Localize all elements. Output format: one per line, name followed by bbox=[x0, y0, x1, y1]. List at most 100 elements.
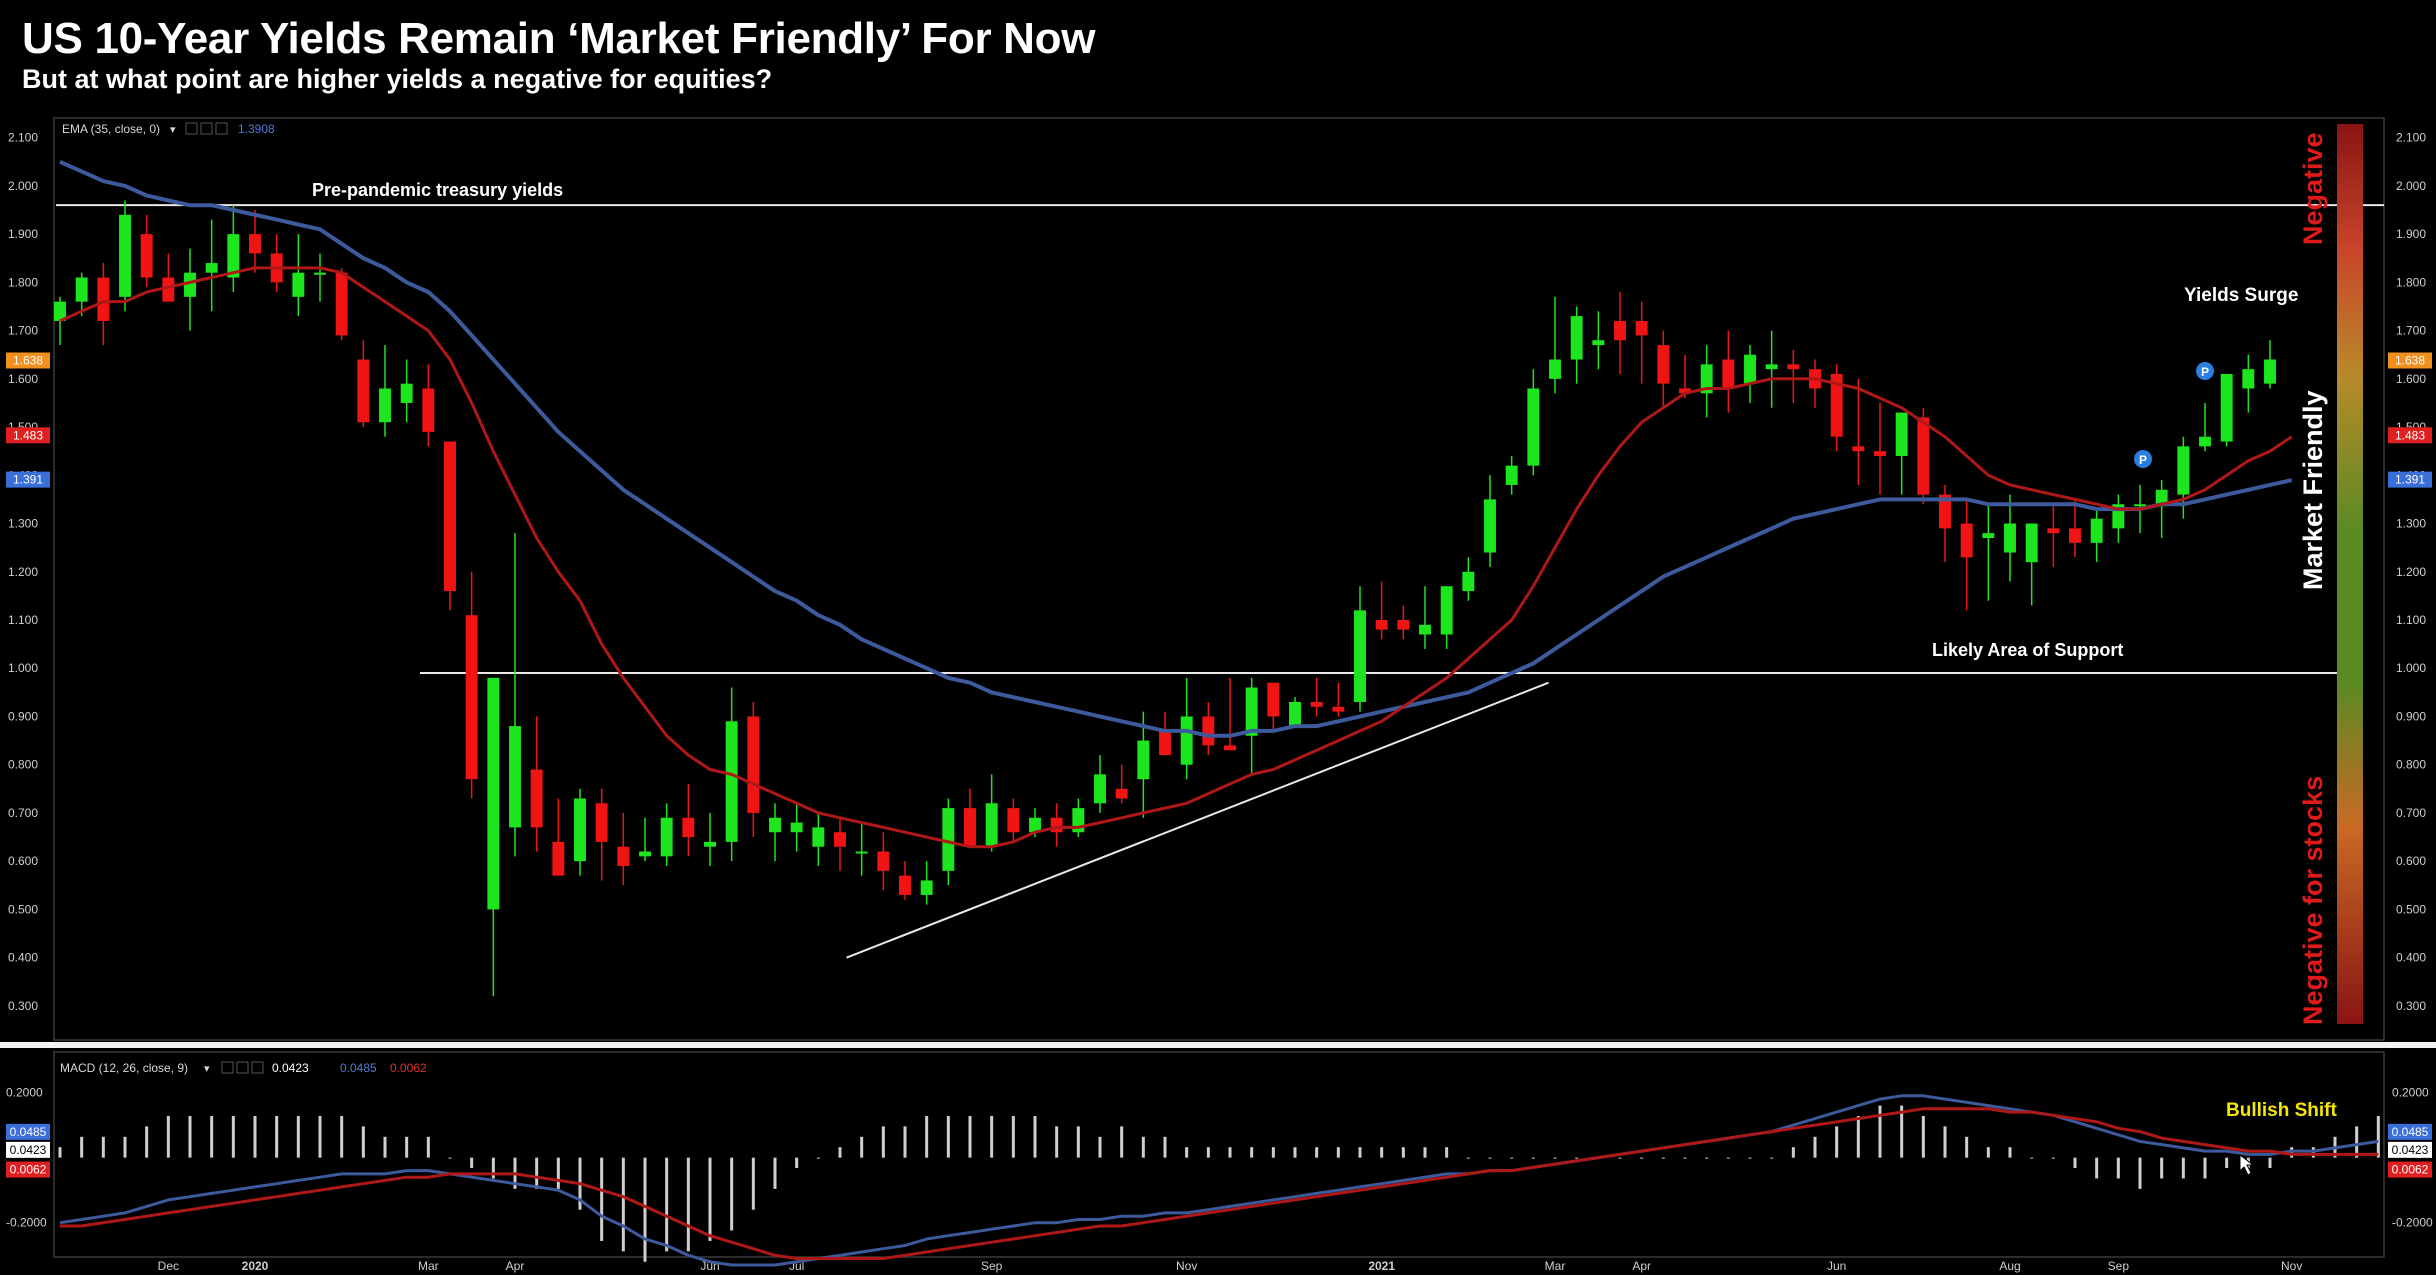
candle-body bbox=[1007, 808, 1020, 833]
y-tick-right: 1.000 bbox=[2396, 661, 2426, 675]
candle-body bbox=[2199, 436, 2211, 447]
macd-histogram-bar bbox=[231, 1115, 235, 1158]
candle-body bbox=[877, 851, 890, 871]
x-tick-label: Apr bbox=[1632, 1259, 1651, 1273]
y-tick-left: 0.800 bbox=[8, 758, 38, 772]
macd-histogram-bar bbox=[1271, 1147, 1275, 1158]
candle-body bbox=[1397, 620, 1410, 630]
macd-histogram-bar bbox=[1791, 1147, 1795, 1158]
candle-body bbox=[1700, 364, 1713, 394]
candle-body bbox=[595, 803, 608, 842]
price-tag: 0.0485 bbox=[2388, 1123, 2432, 1140]
macd-histogram-bar bbox=[535, 1157, 539, 1189]
macd-histogram-bar bbox=[1380, 1147, 1384, 1158]
candle-body bbox=[2155, 489, 2168, 505]
macd-histogram-bar bbox=[600, 1157, 604, 1241]
annotation-negative: Negative bbox=[2298, 132, 2328, 245]
macd-histogram-bar bbox=[1120, 1126, 1124, 1158]
candle-body bbox=[1159, 730, 1171, 756]
macd-histogram-bar bbox=[1965, 1136, 1969, 1158]
candle-body bbox=[2220, 374, 2233, 442]
price-tag: 0.0062 bbox=[6, 1161, 50, 1178]
ema-legend-value: 1.3908 bbox=[238, 122, 275, 136]
y-tick-right: 1.900 bbox=[2396, 227, 2426, 241]
macd-histogram-bar bbox=[1250, 1147, 1254, 1158]
macd-y-tick-right: -0.2000 bbox=[2392, 1216, 2433, 1230]
candle-body bbox=[660, 817, 673, 857]
candle-body bbox=[1679, 388, 1691, 394]
candle-body bbox=[1224, 745, 1236, 751]
macd-histogram-bar bbox=[80, 1136, 84, 1158]
macd-histogram-bar bbox=[1748, 1157, 1752, 1159]
y-tick-right: 0.500 bbox=[2396, 902, 2426, 916]
price-tag: 0.0423 bbox=[2388, 1141, 2432, 1158]
macd-y-tick-right: 0.2000 bbox=[2392, 1086, 2429, 1100]
macd-histogram-bar bbox=[58, 1147, 62, 1158]
candle-body bbox=[2242, 369, 2255, 389]
macd-histogram-bar bbox=[2073, 1157, 2077, 1169]
macd-histogram-bar bbox=[708, 1157, 712, 1241]
price-tag: 1.638 bbox=[6, 352, 50, 369]
candle-body bbox=[1029, 817, 1041, 833]
ema-legend-button[interactable] bbox=[185, 122, 198, 135]
candle-body bbox=[1462, 571, 1475, 592]
y-tick-left: 1.900 bbox=[8, 227, 38, 241]
x-tick-label: Mar bbox=[418, 1259, 439, 1273]
candle-body bbox=[1115, 788, 1128, 799]
ema-legend-caret: ▾ bbox=[170, 124, 176, 136]
x-tick-label: Dec bbox=[158, 1259, 179, 1273]
marker-p-1[interactable]: P bbox=[2134, 450, 2152, 468]
macd-histogram-bar bbox=[860, 1136, 864, 1158]
macd-histogram-bar bbox=[1293, 1147, 1297, 1158]
macd-legend-button[interactable] bbox=[251, 1061, 264, 1074]
candle-body bbox=[1614, 320, 1626, 341]
x-tick-label: Mar bbox=[1545, 1259, 1566, 1273]
macd-histogram-bar bbox=[275, 1115, 279, 1158]
svg-text:1.638: 1.638 bbox=[13, 353, 43, 367]
candle-body bbox=[855, 851, 868, 854]
y-tick-right: 2.000 bbox=[2396, 179, 2426, 193]
svg-text:0.0423: 0.0423 bbox=[10, 1143, 47, 1157]
ema-legend-button[interactable] bbox=[200, 122, 213, 135]
candle-body bbox=[1332, 706, 1345, 712]
candle-body bbox=[444, 441, 456, 592]
candle-body bbox=[2025, 523, 2038, 563]
macd-histogram-bar bbox=[2051, 1157, 2055, 1159]
candle-body bbox=[1310, 702, 1323, 707]
candle-body bbox=[725, 721, 738, 842]
candle-body bbox=[1440, 586, 1453, 635]
macd-legend-value-macd: 0.0485 bbox=[340, 1061, 377, 1075]
candle-body bbox=[205, 263, 218, 273]
price-tag: 1.483 bbox=[6, 427, 50, 444]
y-tick-left: 1.000 bbox=[8, 661, 38, 675]
macd-histogram-bar bbox=[1358, 1147, 1362, 1158]
macd-histogram-bar bbox=[1921, 1115, 1925, 1158]
candle-body bbox=[1245, 687, 1258, 736]
chart-subtitle: But at what point are higher yields a ne… bbox=[22, 64, 773, 94]
macd-legend-caret: ▾ bbox=[204, 1063, 210, 1075]
macd-histogram-bar bbox=[405, 1136, 409, 1158]
y-tick-left: 1.200 bbox=[8, 565, 38, 579]
trendline bbox=[846, 681, 1549, 959]
support-label: Likely Area of Support bbox=[1932, 640, 2123, 660]
x-tick-label: Aug bbox=[1999, 1259, 2020, 1273]
macd-legend-button[interactable] bbox=[236, 1061, 249, 1074]
macd-legend-button[interactable] bbox=[221, 1061, 234, 1074]
candle-body bbox=[552, 841, 565, 876]
svg-text:P: P bbox=[2201, 365, 2209, 379]
macd-histogram-bar bbox=[621, 1157, 625, 1252]
candle-body bbox=[249, 234, 261, 254]
candle-body bbox=[1505, 465, 1518, 485]
macd-histogram-bar bbox=[2138, 1157, 2142, 1189]
candle-body bbox=[1549, 359, 1561, 379]
ema-legend-button[interactable] bbox=[215, 122, 228, 135]
marker-p-2[interactable]: P bbox=[2196, 362, 2214, 380]
y-tick-right: 0.800 bbox=[2396, 758, 2426, 772]
candle-body bbox=[292, 272, 305, 297]
macd-histogram-bar bbox=[881, 1126, 885, 1158]
candle-body bbox=[1787, 364, 1800, 370]
y-tick-right: 0.600 bbox=[2396, 854, 2426, 868]
candle-body bbox=[1917, 417, 1930, 495]
y-tick-right: 0.900 bbox=[2396, 709, 2426, 723]
